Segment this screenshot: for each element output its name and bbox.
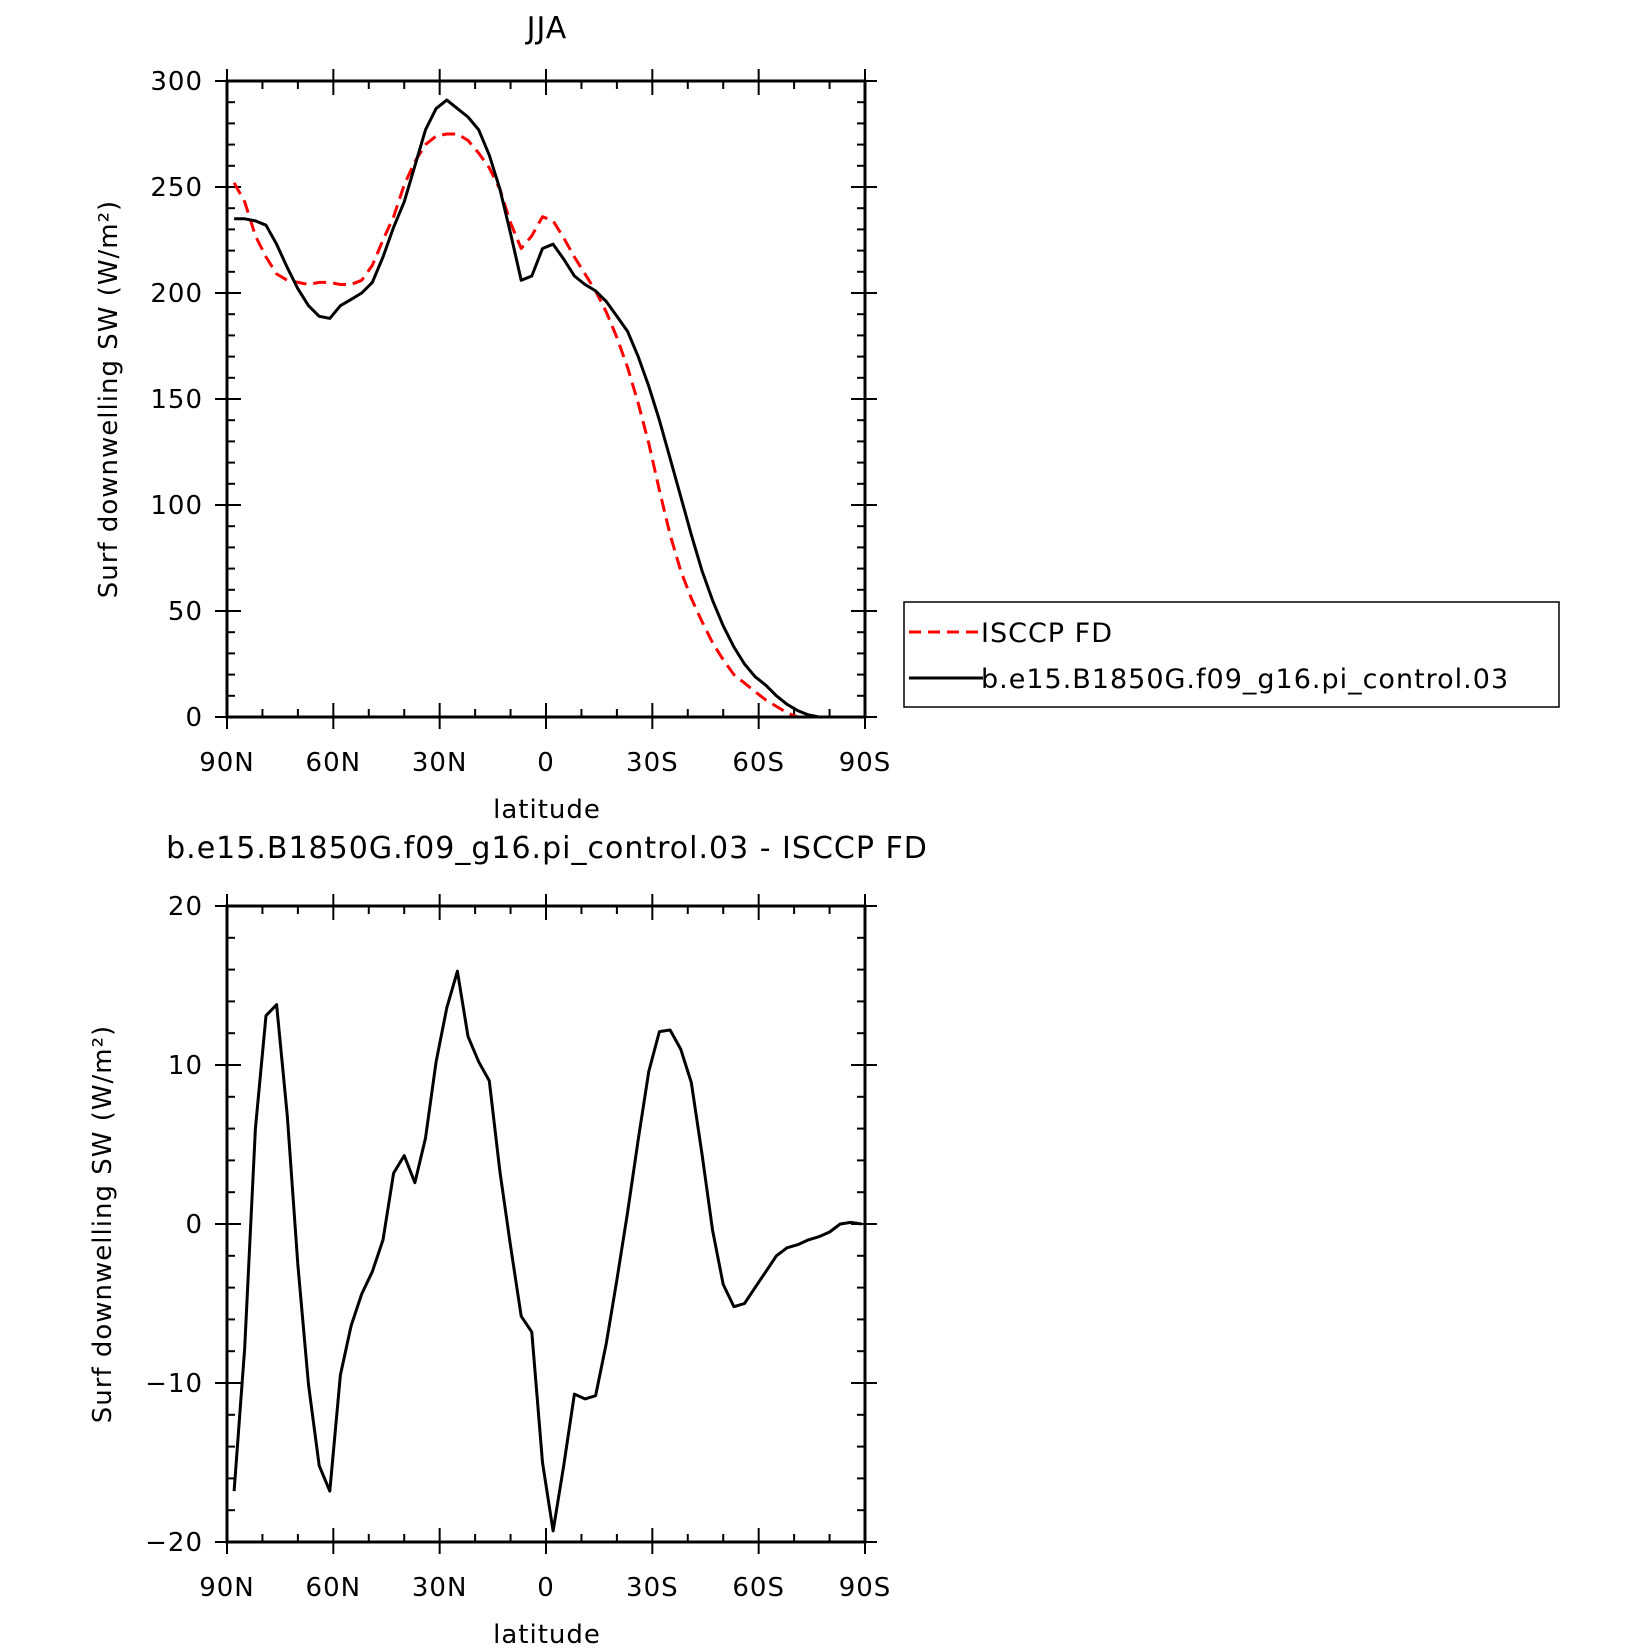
bottom-x-tick-label: 90S — [839, 1573, 892, 1603]
bottom-plot-frame — [225, 904, 867, 1544]
bottom-y-tick-label: 10 — [168, 1051, 203, 1081]
top-x-tick-label: 90S — [839, 748, 892, 778]
bottom-y-axis-title: Surf downwelling SW (W/m²) — [88, 1025, 118, 1423]
top-y-tick-label: 250 — [150, 173, 203, 203]
bottom-x-tick-label: 60N — [306, 1573, 362, 1603]
top-plot-frame — [225, 79, 867, 719]
bottom-x-tick-label: 30S — [626, 1573, 679, 1603]
top-x-tick-label: 30S — [626, 748, 679, 778]
bottom-x-tick-label: 90N — [199, 1573, 255, 1603]
legend-label-isccp: ISCCP FD — [981, 618, 1113, 649]
top-x-tick-label: 30N — [412, 748, 468, 778]
legend-label-model: b.e15.B1850G.f09_g16.pi_control.03 — [981, 664, 1509, 695]
top-series-line-0 — [232, 132, 862, 719]
legend: ISCCP FD b.e15.B1850G.f09_g16.pi_control… — [903, 601, 1560, 708]
bottom-y-tick-label: 0 — [185, 1210, 203, 1240]
bottom-panel-title: b.e15.B1850G.f09_g16.pi_control.03 - ISC… — [166, 831, 928, 866]
bottom-x-tick-label: 30N — [412, 1573, 468, 1603]
top-panel: JJA 90N 60N 30N 0 30S 60S 90S 0 50 100 150 200 250 30… — [94, 11, 892, 825]
top-y-tick-label: 300 — [150, 67, 203, 97]
bottom-x-tick-label: 60S — [732, 1573, 785, 1603]
legend-box — [903, 601, 1560, 708]
top-x-tick-label: 90N — [199, 748, 255, 778]
bottom-series-line-0 — [232, 969, 862, 1533]
top-series-line-1 — [234, 98, 862, 719]
top-y-tick-label: 50 — [168, 597, 203, 627]
top-y-tick-label: 200 — [150, 279, 203, 309]
bottom-y-tick-label: −10 — [145, 1369, 203, 1399]
top-x-tick-label: 60N — [306, 748, 362, 778]
top-panel-title: JJA — [525, 11, 568, 46]
top-x-tick-label: 60S — [732, 748, 785, 778]
bottom-y-tick-label: 20 — [168, 892, 203, 922]
bottom-panel: b.e15.B1850G.f09_g16.pi_control.03 - ISC… — [88, 831, 928, 1650]
bottom-x-axis-title: latitude — [493, 1620, 601, 1650]
top-x-tick-label: 0 — [537, 748, 555, 778]
top-y-axis-title: Surf downwelling SW (W/m²) — [94, 200, 124, 598]
top-x-axis-title: latitude — [493, 795, 601, 825]
top-y-tick-label: 150 — [150, 385, 203, 415]
top-y-tick-label: 100 — [150, 491, 203, 521]
top-y-tick-label: 0 — [185, 703, 203, 733]
bottom-x-tick-label: 0 — [537, 1573, 555, 1603]
bottom-y-tick-label: −20 — [145, 1528, 203, 1558]
